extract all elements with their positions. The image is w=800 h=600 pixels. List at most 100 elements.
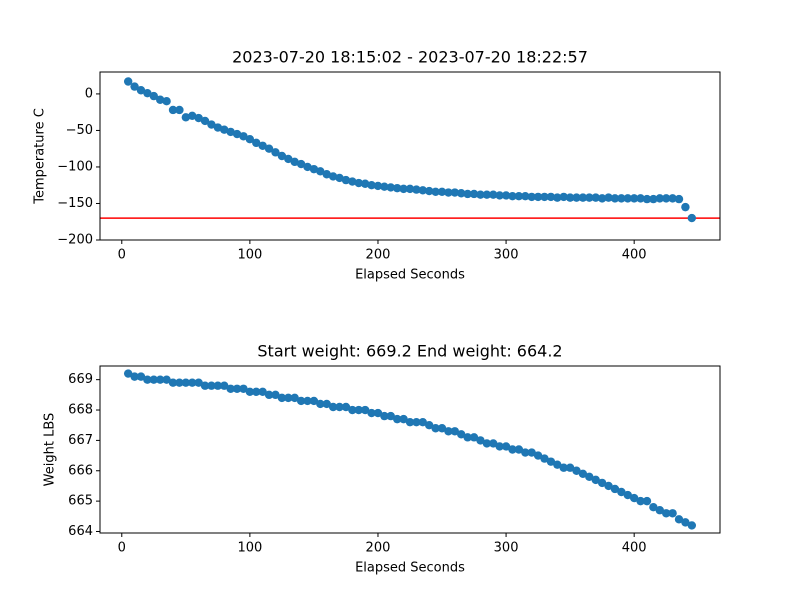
scatter-point [194, 113, 203, 123]
scatter-point [264, 390, 274, 400]
scatter-point [533, 451, 543, 460]
x-tick-label: 100 [237, 541, 262, 556]
scatter-point [661, 509, 671, 518]
y-tick-label: 668 [68, 403, 93, 418]
scatter-point [188, 378, 197, 387]
scatter-point [572, 466, 581, 475]
scatter-point [239, 132, 248, 141]
scatter-point [232, 384, 242, 393]
scatter-point [476, 190, 485, 199]
scatter-point [156, 95, 165, 104]
scatter-point [136, 372, 146, 381]
scatter-point [565, 193, 575, 202]
scatter-point [200, 116, 210, 126]
scatter-point [482, 190, 492, 199]
scatter-point [546, 457, 556, 466]
y-tick-label: −200 [57, 233, 93, 248]
scatter-point [328, 172, 338, 181]
scatter-point [130, 82, 139, 91]
scatter-point [629, 493, 639, 503]
scatter-point [220, 125, 229, 134]
y-tick-label: 665 [68, 494, 93, 509]
scatter-point [585, 472, 594, 482]
scatter-point [521, 448, 530, 457]
scatter-point [681, 518, 690, 527]
scatter-point [264, 144, 274, 153]
scatter-point [604, 481, 613, 491]
scatter-point [181, 378, 191, 387]
scatter-point [213, 381, 223, 390]
scatter-point [418, 417, 428, 427]
scatter-point [168, 105, 178, 115]
scatter-point [533, 192, 543, 202]
scatter-point [168, 378, 178, 387]
scatter-point [540, 454, 549, 463]
scatter-point [508, 445, 517, 454]
scatter-point [213, 123, 223, 132]
scatter-point [399, 414, 408, 424]
scatter-point [668, 194, 677, 203]
scatter-point [130, 372, 139, 381]
scatter-point [469, 189, 479, 199]
scatter-point [450, 427, 460, 436]
scatter-point [463, 433, 472, 442]
y-tick-label: −100 [57, 159, 93, 174]
scatter-point [444, 427, 453, 436]
scatter-point [271, 148, 280, 157]
scatter-point [258, 141, 267, 150]
y-tick-label: 669 [68, 372, 93, 387]
scatter-point [668, 509, 677, 518]
scatter-point [367, 181, 376, 190]
scatter-point [585, 193, 594, 202]
scatter-point [405, 184, 415, 194]
scatter-point [303, 162, 312, 172]
y-tick-label: 667 [68, 433, 93, 448]
scatter-point [457, 189, 466, 198]
y-tick-label: −50 [66, 123, 93, 138]
scatter-point [322, 399, 331, 409]
scatter-point [437, 187, 447, 196]
scatter-point [181, 113, 191, 122]
scatter-point [232, 129, 242, 139]
scatter-point [578, 469, 588, 478]
scatter-point [175, 378, 184, 387]
scatter-point [495, 442, 504, 451]
scatter-point [373, 181, 383, 191]
x-axis-label: Elapsed Seconds [355, 268, 465, 283]
scatter-point [463, 189, 472, 199]
scatter-point [207, 120, 216, 129]
scatter-point [290, 157, 299, 167]
scatter-point [143, 375, 152, 384]
scatter-point [559, 192, 568, 202]
scatter-point [194, 378, 203, 387]
scatter-point [348, 405, 357, 415]
scatter-point [444, 188, 453, 197]
chart-title: 2023-07-20 18:15:02 - 2023-07-20 18:22:5… [232, 48, 588, 67]
scatter-point [412, 185, 421, 194]
scatter-point [553, 193, 562, 202]
scatter-point [572, 193, 581, 202]
x-tick-label: 400 [622, 541, 647, 556]
scatter-point [418, 186, 428, 195]
scatter-point [495, 191, 504, 200]
scatter-point [514, 191, 524, 201]
scatter-point [681, 202, 690, 212]
scatter-point [597, 478, 607, 488]
scatter-point [284, 154, 293, 164]
x-tick-label: 400 [622, 248, 647, 263]
scatter-point [284, 393, 293, 403]
scatter-point [354, 178, 363, 188]
scatter-point [405, 417, 415, 427]
x-tick-label: 200 [366, 541, 391, 556]
scatter-point [578, 193, 588, 202]
scatter-point [380, 182, 389, 191]
y-axis-label: Weight LBS [43, 413, 58, 487]
scatter-point [540, 192, 549, 202]
y-tick-label: 666 [68, 463, 93, 478]
scatter-point [392, 414, 402, 424]
y-axis-label: Temperature C [33, 108, 48, 205]
scatter-point [604, 193, 613, 202]
scatter-point [341, 402, 351, 412]
scatter-point [188, 111, 197, 121]
